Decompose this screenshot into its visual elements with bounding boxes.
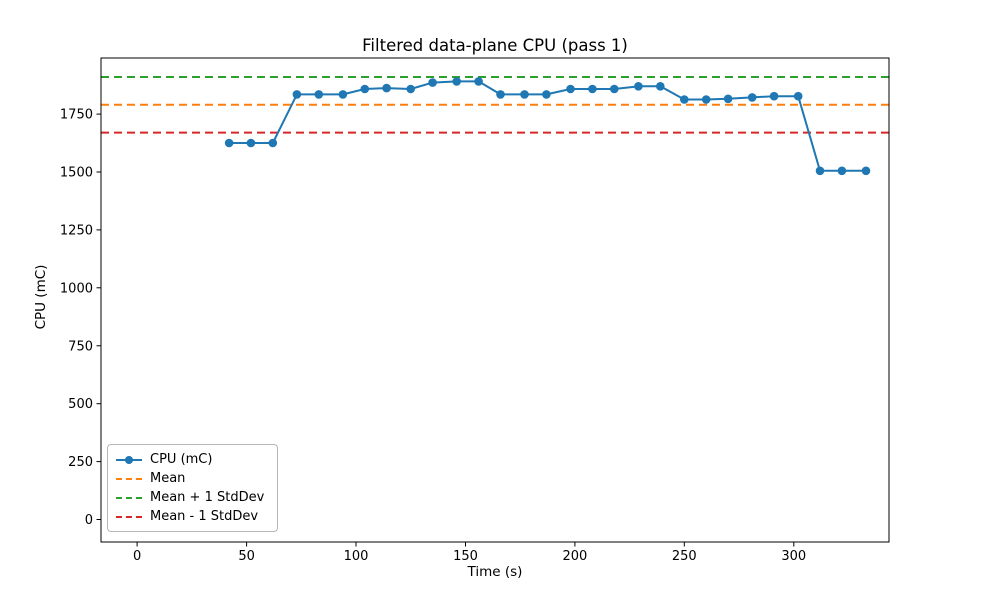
legend-item-mean-plus-stddev: Mean + 1 StdDev: [116, 488, 277, 507]
legend-swatch-mean-dashed-line: [116, 474, 142, 484]
plot-area: [100, 57, 890, 543]
x-tick-label: 0: [133, 549, 141, 564]
data-point: [656, 82, 665, 91]
data-point: [246, 138, 256, 148]
data-point: [360, 84, 370, 94]
y-tick-label: 500: [68, 397, 93, 412]
legend-item-mean: Mean: [116, 469, 277, 488]
data-point: [542, 90, 551, 99]
x-tick-label: 150: [453, 549, 478, 564]
x-tick-label: 300: [781, 549, 806, 564]
x-tick-label: 100: [344, 549, 369, 564]
data-point: [382, 83, 391, 93]
data-point: [837, 166, 847, 176]
x-tick-label: 200: [562, 549, 587, 564]
y-tick-label: 1750: [60, 108, 93, 123]
data-point: [338, 90, 348, 99]
data-point: [474, 77, 483, 86]
y-tick-label: 1500: [60, 166, 93, 181]
data-point: [292, 90, 302, 99]
y-tick-label: 250: [68, 455, 93, 470]
legend-label-cpu: CPU (mC): [150, 452, 213, 467]
legend-label-mean-minus-stddev: Mean - 1 StdDev: [150, 509, 259, 524]
data-point: [428, 78, 437, 87]
x-tick-label: 250: [672, 549, 697, 564]
legend-label-mean: Mean: [150, 471, 186, 486]
x-tick-label: 50: [238, 549, 255, 564]
x-axis-label: Time (s): [467, 564, 523, 580]
y-tick-label: 1000: [60, 281, 93, 296]
data-point: [406, 84, 416, 94]
legend: CPU (mC) Mean Mean + 1 StdDev Mean - 1 S…: [107, 444, 278, 532]
legend-item-mean-minus-stddev: Mean - 1 StdDev: [116, 507, 277, 526]
y-axis-label: CPU (mC): [33, 264, 49, 330]
y-tick-label: 750: [68, 339, 93, 354]
legend-swatch-mean-minus-stddev-dashed-line: [116, 512, 142, 522]
data-point: [861, 166, 871, 176]
data-point: [701, 95, 711, 104]
data-point: [747, 93, 757, 102]
legend-label-mean-plus-stddev: Mean + 1 StdDev: [150, 490, 265, 505]
y-tick-label: 0: [85, 513, 93, 528]
data-point: [610, 84, 619, 94]
y-tick-label: 1250: [60, 223, 93, 238]
data-point: [566, 84, 575, 94]
data-point: [793, 91, 803, 101]
legend-swatch-mean-plus-stddev-dashed-line: [116, 493, 142, 503]
data-point: [588, 84, 597, 94]
data-point: [268, 138, 278, 148]
data-point: [723, 94, 733, 104]
data-point: [314, 90, 324, 99]
data-point: [815, 166, 825, 176]
data-point: [634, 82, 643, 91]
data-point: [452, 77, 462, 86]
data-point: [224, 138, 234, 148]
data-point: [769, 91, 779, 101]
legend-item-cpu: CPU (mC): [116, 450, 277, 469]
data-point: [680, 95, 689, 104]
chart-title: Filtered data-plane CPU (pass 1): [362, 36, 628, 55]
data-point: [496, 90, 505, 99]
legend-swatch-cpu-line-marker: [116, 455, 142, 465]
data-point: [520, 90, 529, 99]
